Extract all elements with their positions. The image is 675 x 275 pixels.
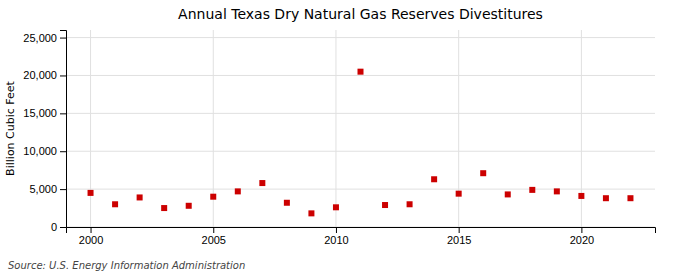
tick: 10,000 [23,145,66,157]
grid-line [66,151,655,152]
point [431,176,437,182]
grid-line [66,75,655,76]
point [333,204,339,210]
point [627,195,633,201]
point [456,191,462,197]
tick: 20,000 [23,69,66,81]
point [88,190,94,196]
point [186,203,192,209]
tick-mark [581,227,582,233]
x-axis: 2000 2005 2010 2015 2020 [67,227,656,246]
grid-line [66,37,655,38]
tick-mark [459,227,460,233]
tick: 2005 [202,227,226,246]
point [578,193,584,199]
point [382,202,388,208]
grid-line [335,30,336,227]
tick-label: 15,000 [23,107,57,119]
point [554,188,560,194]
point [480,170,486,176]
grid [66,30,655,227]
chart: 2000 2005 2010 2015 2020 0 5,000 10,000 15,000 20… [0,0,675,275]
plot-area: 2000 2005 2010 2015 2020 0 5,000 10,000 15,000 20… [23,30,655,246]
tick: 2000 [79,227,103,246]
point [407,201,413,207]
tick-mark [60,227,66,228]
source: Source: U.S. Energy Information Administ… [8,260,245,271]
point [284,200,290,206]
tick: 2015 [447,227,471,246]
tick-label: 2010 [324,234,348,246]
point [112,201,118,207]
tick-label: 0 [51,221,57,233]
tick: 2010 [324,227,348,246]
y-axis-title: Billion Cubic Feet [4,80,17,175]
point [210,194,216,200]
point [235,188,241,194]
tick-label: 2000 [79,234,103,246]
point [161,205,167,211]
tick: 0 [51,221,66,233]
title: Annual Texas Dry Natural Gas Reserves Di… [178,6,543,22]
tick-mark [60,75,66,76]
point [308,210,314,216]
tick: 15,000 [23,107,66,119]
tick-label: 25,000 [23,32,57,44]
point [505,191,511,197]
tick-mark [213,227,214,233]
tick-mark [60,189,66,190]
tick-label: 5,000 [29,183,57,195]
grid-line [90,30,91,227]
tick-label: 2020 [570,234,594,246]
point [137,194,143,200]
tick-label: 2015 [447,234,471,246]
tick: 2020 [570,227,594,246]
tick-mark [336,227,337,233]
points [88,69,634,217]
tick-label: 10,000 [23,145,57,157]
tick-mark [60,38,66,39]
point [259,180,265,186]
point [603,195,609,201]
point [358,69,364,75]
axis-line [60,31,67,228]
y-axis: 0 5,000 10,000 15,000 20,000 25,000 [23,31,66,234]
grid-line [458,30,459,227]
tick-label: 2005 [202,234,226,246]
tick-mark [60,151,66,152]
point [529,187,535,193]
tick-mark [91,227,92,233]
grid-line [66,113,655,114]
grid-line [66,189,655,190]
tick-mark [60,113,66,114]
axis-line [67,228,656,234]
tick: 5,000 [29,183,66,195]
tick-label: 20,000 [23,69,57,81]
tick: 25,000 [23,32,66,44]
